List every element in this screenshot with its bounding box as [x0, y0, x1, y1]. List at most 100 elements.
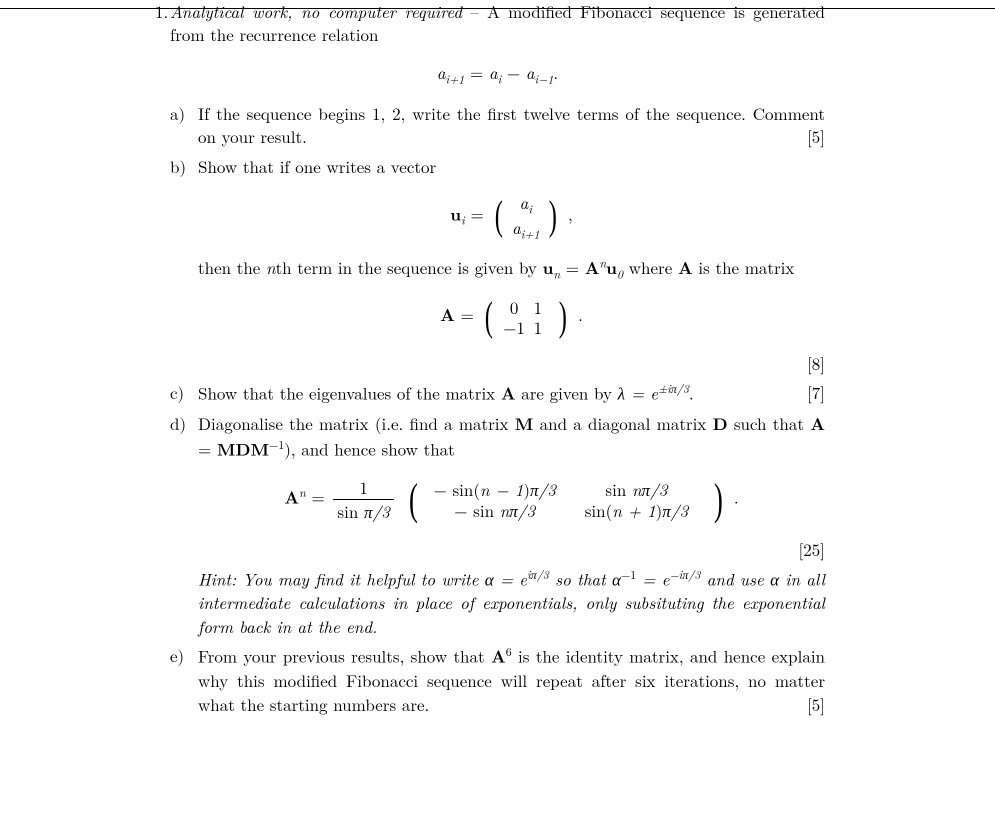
- part-b-matrix-eq: A = ( 01 −11 ) .: [198, 297, 825, 338]
- mat-11: 0: [502, 297, 526, 317]
- vec-pmatrix: ( ai ai+1 ): [492, 192, 559, 241]
- c-A: A: [501, 382, 516, 406]
- b-A: A: [585, 256, 600, 280]
- b-nth: n: [266, 255, 276, 279]
- b-then2: th term in the sequence is given by: [276, 255, 543, 279]
- b-where: where: [623, 255, 678, 279]
- part-d-bigeq: An = 1 sin π/3 ( − sin(n − 1)π/3 sin nπ/…: [198, 476, 825, 524]
- parts-list: a) If the sequence begins 1, 2, write th…: [170, 102, 825, 716]
- d-eq: =: [198, 436, 217, 460]
- d-rhs: MDM: [217, 437, 269, 461]
- b-A2: A: [678, 256, 693, 280]
- mat-pmatrix: ( 01 −11 ): [482, 297, 569, 338]
- mat-eq: =: [455, 302, 480, 326]
- part-d-label: d): [170, 412, 186, 435]
- de-A: A: [284, 485, 299, 509]
- recurrence-eq: ai+1 = ai − ai−1.: [170, 61, 825, 88]
- part-d-marks: [25]: [198, 538, 825, 561]
- rec-r2: a: [526, 60, 535, 84]
- part-a: a) If the sequence begins 1, 2, write th…: [198, 102, 825, 149]
- part-a-marks: [5]: [807, 125, 825, 148]
- de-m22a: n + 1: [612, 498, 655, 522]
- part-a-text: If the sequence begins 1, 2, write the f…: [198, 101, 825, 148]
- hint-mid1: so that: [549, 567, 612, 591]
- part-e-label: e): [170, 644, 184, 667]
- de-frac-den-arg: π/3: [364, 499, 390, 523]
- part-d: d) Diagonalise the matrix (i.e. find a m…: [198, 412, 825, 638]
- d-M: M: [515, 412, 534, 436]
- c-dot: .: [689, 381, 694, 405]
- document-page: 1. Analytical work, no computer required…: [0, 0, 995, 828]
- de-eq: =: [306, 484, 331, 508]
- b-eqtxt: =: [560, 255, 585, 279]
- rec-minus: −: [501, 60, 526, 84]
- de-frac-num: 1: [333, 476, 393, 500]
- rec-r2-sub: i−1: [535, 71, 554, 87]
- c-exp: ±iπ/3: [658, 381, 689, 397]
- hint-exp2: −1: [621, 567, 636, 583]
- b-u0: u: [606, 256, 617, 280]
- part-b-vector-eq: u i = ( ai ai+1 ) ,: [198, 192, 825, 241]
- part-b: b) Show that if one writes a vector ui =…: [198, 155, 825, 376]
- vec-eq: =: [465, 201, 490, 225]
- vec-top-sub: i: [528, 201, 532, 217]
- d-t1: Diagonalise the matrix (i.e. find a matr…: [198, 411, 515, 435]
- hint-eq: = e: [636, 567, 669, 591]
- part-b-then: then the nth term in the sequence is giv…: [198, 255, 794, 279]
- c-t2: are given by: [516, 381, 618, 405]
- part-d-hint: Hint: You may find it helpful to write α…: [198, 567, 825, 638]
- de-Asup: n: [299, 485, 306, 501]
- intro-sep: –: [462, 0, 487, 23]
- vec-u: u: [450, 202, 461, 226]
- b-un: u: [543, 256, 554, 280]
- de-m22q: π/3: [662, 498, 688, 522]
- intro-italic: Analytical work, no computer required: [170, 0, 462, 23]
- part-e: e) From your previous results, show that…: [198, 644, 825, 716]
- vec-bot-a: a: [512, 215, 521, 239]
- rec-lhs: a: [437, 60, 446, 84]
- hint-alpha2: α: [612, 567, 621, 591]
- mat-12: 1: [526, 297, 550, 317]
- part-c-marks: [7]: [807, 381, 825, 404]
- part-c: c) Show that the eigenvalues of the matr…: [198, 381, 825, 406]
- hint-exp3: −iπ/3: [670, 567, 701, 583]
- rec-r1: a: [489, 60, 498, 84]
- part-b-label: b): [170, 155, 186, 178]
- rec-dot: .: [553, 60, 558, 84]
- c-lam: λ = e: [618, 381, 658, 405]
- mat-A: A: [440, 303, 455, 327]
- e-t1: From your previous results, show that: [198, 644, 491, 668]
- rec-lhs-sub: i+1: [446, 71, 465, 87]
- part-c-label: c): [170, 381, 184, 404]
- d-t3: such that: [728, 411, 811, 435]
- de-frac-den-pre: sin: [337, 499, 364, 523]
- b-tail: is the matrix: [693, 255, 795, 279]
- hint-alpha: α = e: [485, 567, 527, 591]
- mat-dot: .: [572, 302, 582, 326]
- hint-exp1: iπ/3: [527, 567, 549, 583]
- mat-21: −1: [502, 317, 526, 337]
- part-b-marks: [8]: [198, 352, 825, 375]
- part-a-label: a): [170, 102, 185, 125]
- d-t2: and a diagonal matrix: [533, 411, 712, 435]
- de-m21p: − sin: [454, 498, 499, 522]
- mat-22: 1: [526, 317, 550, 337]
- vec-comma: ,: [562, 201, 572, 225]
- de-m21a: nπ/3: [500, 498, 535, 522]
- de-pmatrix: ( − sin(n − 1)π/3 sin nπ/3 − sin nπ/3 si…: [406, 479, 725, 520]
- part-e-marks: [5]: [807, 693, 825, 716]
- d-D: D: [713, 412, 728, 436]
- d-t4: ), and hence show that: [284, 436, 455, 460]
- hint-lead: Hint: You may find it helpful to write: [198, 567, 485, 591]
- part-b-lead: Show that if one writes a vector: [198, 154, 436, 178]
- e-A: A: [491, 645, 506, 669]
- question-number: 1.: [155, 0, 168, 23]
- c-t1: Show that the eigenvalues of the matrix: [198, 381, 501, 405]
- top-rule: [0, 8, 995, 9]
- d-inv: −1: [269, 437, 284, 453]
- d-A: A: [810, 412, 825, 436]
- vec-bot-sub: i+1: [521, 226, 540, 242]
- rec-eq: =: [464, 60, 489, 84]
- de-m22p: sin(: [585, 498, 613, 522]
- de-dot: .: [728, 484, 738, 508]
